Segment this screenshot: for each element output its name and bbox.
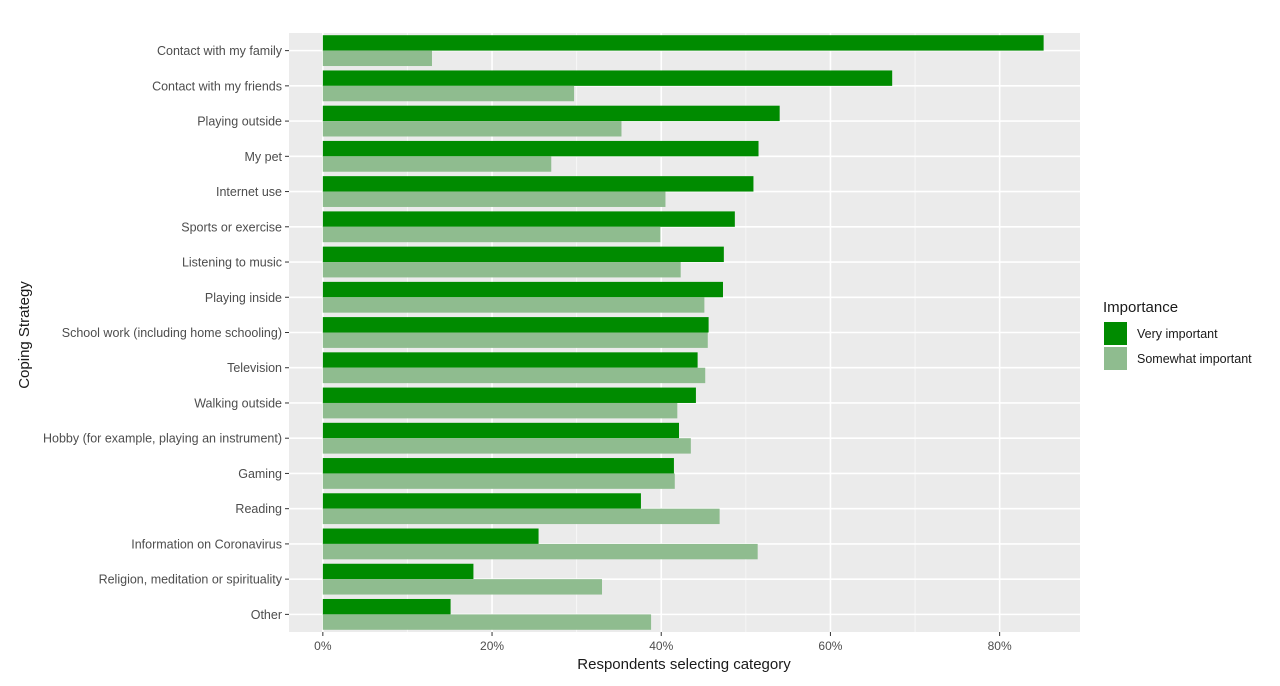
x-tick-label: 40% (649, 639, 673, 653)
x-tick-label: 20% (480, 639, 504, 653)
bar-somewhat-important (322, 121, 622, 137)
bar-somewhat-important (322, 614, 652, 630)
legend-label: Somewhat important (1137, 352, 1252, 366)
bars (322, 35, 1044, 630)
bar-very-important (322, 246, 724, 263)
bar-very-important (322, 493, 641, 509)
category-label: Contact with my friends (152, 79, 282, 93)
bar-very-important (322, 317, 709, 333)
x-tick-label: 60% (818, 639, 842, 653)
category-label: Listening to music (182, 256, 282, 270)
category-label: Gaming (238, 467, 282, 481)
bar-very-important (322, 281, 723, 298)
category-label: My pet (244, 150, 282, 164)
bar-somewhat-important (322, 156, 552, 172)
bar-somewhat-important (322, 50, 432, 67)
bar-somewhat-important (322, 191, 666, 207)
bar-somewhat-important (322, 508, 720, 525)
bar-very-important (322, 387, 696, 403)
bar-somewhat-important (322, 438, 691, 454)
bar-very-important (322, 458, 674, 474)
bar-somewhat-important (322, 262, 681, 278)
category-label: Reading (235, 502, 282, 516)
y-axis: Contact with my family Contact with my fr… (43, 44, 289, 622)
category-label: Contact with my family (157, 44, 283, 58)
category-label: Walking outside (194, 396, 282, 410)
legend-swatch (1104, 322, 1127, 345)
category-label: Other (251, 608, 282, 622)
legend-title: Importance (1103, 299, 1178, 316)
bar-very-important (322, 563, 474, 580)
legend-label: Very important (1137, 327, 1218, 341)
bar-somewhat-important (322, 85, 575, 102)
bar-somewhat-important (322, 543, 758, 560)
category-label: School work (including home schooling) (62, 326, 282, 340)
category-label: Religion, meditation or spirituality (99, 573, 283, 587)
bar-somewhat-important (322, 367, 706, 384)
bar-very-important (322, 105, 780, 122)
category-label: Television (227, 361, 282, 375)
legend-swatch (1104, 347, 1127, 370)
bar-somewhat-important (322, 226, 661, 243)
category-label: Internet use (216, 185, 282, 199)
category-label: Information on Coronavirus (131, 537, 282, 551)
x-tick-label: 0% (314, 639, 332, 653)
x-axis-title: Respondents selecting category (577, 656, 791, 673)
bar-very-important (322, 352, 698, 368)
category-label: Playing inside (205, 291, 282, 305)
bar-very-important (322, 598, 451, 615)
bar-somewhat-important (322, 297, 705, 313)
y-axis-title: Coping Strategy (16, 281, 33, 389)
bar-very-important (322, 528, 539, 544)
x-axis: 0% 20% 40% 60% 80% (314, 632, 1012, 653)
category-label: Sports or exercise (181, 220, 282, 234)
bar-very-important (322, 35, 1044, 51)
legend: Importance Very important Somewhat import… (1103, 299, 1252, 370)
bar-very-important (322, 140, 759, 157)
category-label: Hobby (for example, playing an instrumen… (43, 432, 282, 446)
category-label: Playing outside (197, 115, 282, 129)
bar-very-important (322, 70, 893, 86)
bar-somewhat-important (322, 473, 675, 489)
bar-very-important (322, 422, 680, 439)
bar-somewhat-important (322, 579, 603, 595)
bar-somewhat-important (322, 402, 678, 419)
x-tick-label: 80% (988, 639, 1012, 653)
bar-somewhat-important (322, 332, 708, 348)
bar-very-important (322, 211, 735, 227)
bar-very-important (322, 176, 754, 192)
